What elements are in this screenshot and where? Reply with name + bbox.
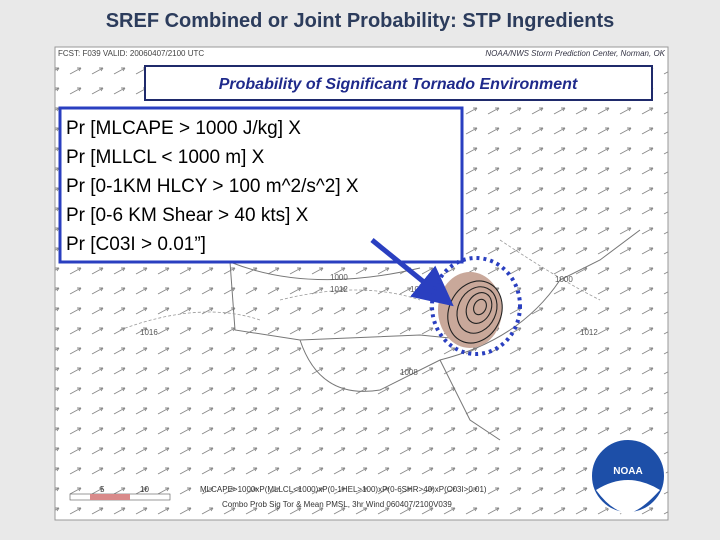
pointer-arrow bbox=[370, 238, 454, 307]
formula-line: Pr [MLLCL < 1000 m] X bbox=[66, 147, 265, 168]
formula-line: Pr [MLCAPE > 1000 J/kg] X bbox=[66, 118, 301, 139]
formula-frame bbox=[58, 106, 464, 264]
formula-box: Pr [MLCAPE > 1000 J/kg] X Pr [MLLCL < 10… bbox=[58, 106, 464, 264]
formula-line: Pr [C03I > 0.01”] bbox=[66, 234, 206, 255]
inset-title: Probability of Significant Tornado Envir… bbox=[219, 76, 578, 93]
isobar-label: 1016 bbox=[140, 328, 158, 337]
logo-text: NOAA bbox=[613, 466, 642, 477]
formula-line: Pr [0-1KM HLCY > 100 m^2/s^2] X bbox=[66, 176, 359, 197]
map-footer: MLCAPE>1000xP(MLLCL<1000)xP(0-1HEL>100)x… bbox=[200, 485, 487, 494]
inset-title-box bbox=[144, 65, 653, 101]
scale-bar-fill bbox=[90, 494, 130, 500]
map-footer: Combo Prob Sig Tor & Mean PMSL, 3hr Wind… bbox=[222, 500, 452, 509]
probability-shading bbox=[438, 272, 502, 348]
map-header-left: FCST: F039 VALID: 20060407/2100 UTC bbox=[58, 49, 204, 58]
scale-label: 5 bbox=[100, 485, 105, 494]
isobar-label: 1008 bbox=[400, 368, 418, 377]
isobars bbox=[119, 239, 601, 331]
isobar-label: 1000 bbox=[555, 275, 573, 284]
isobar-label: 1000 bbox=[330, 273, 348, 282]
formula-line: Pr [0-6 KM Shear > 40 kts] X bbox=[66, 205, 309, 226]
isobar-label: 1012 bbox=[580, 328, 598, 337]
logo-bird bbox=[596, 480, 660, 513]
highlight-circle bbox=[430, 256, 522, 356]
isobar-label: 1012 bbox=[330, 285, 348, 294]
slide-title: SREF Combined or Joint Probability: STP … bbox=[106, 10, 615, 32]
scale-label: 10 bbox=[140, 485, 149, 494]
map-header-right: NOAA/NWS Storm Prediction Center, Norman… bbox=[485, 49, 665, 58]
